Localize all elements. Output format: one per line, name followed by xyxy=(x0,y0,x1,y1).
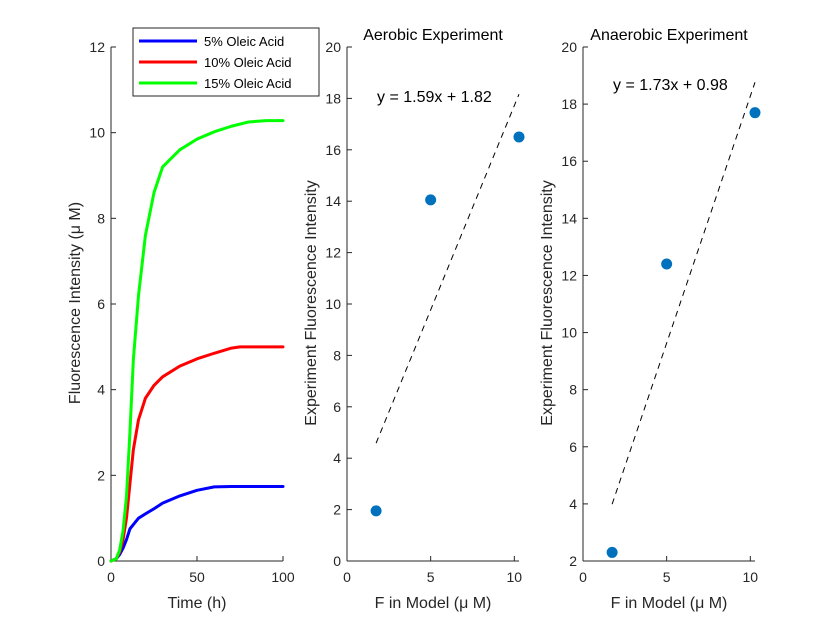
anaerobic-title: Anaerobic Experiment xyxy=(590,27,748,44)
aerobic-y-tick-label: 14 xyxy=(325,193,341,209)
time-course-xlabel: Time (h) xyxy=(168,595,227,612)
anaerobic-fit-equation: y = 1.73x + 0.98 xyxy=(613,77,728,94)
aerobic-scatter-chart: Aerobic Experiment F in Model (μ M) Expe… xyxy=(303,27,525,612)
anaerobic-data-point xyxy=(661,258,673,270)
aerobic-y-tick-label: 8 xyxy=(333,347,341,363)
anaerobic-scatter-chart: Anaerobic Experiment F in Model (μ M) Ex… xyxy=(539,27,761,612)
anaerobic-y-tick-label: 6 xyxy=(569,439,577,455)
aerobic-xlabel: F in Model (μ M) xyxy=(375,595,492,612)
aerobic-y-tick-label: 4 xyxy=(333,450,341,466)
time-course-series-line-1 xyxy=(109,484,285,563)
time-course-y-tick-label: 0 xyxy=(97,553,105,569)
time-course-ylabel: Fluorescence Intensity (μ M) xyxy=(67,202,84,404)
time-course-y-tick-label: 2 xyxy=(97,467,105,483)
aerobic-x-tick-label: 0 xyxy=(343,569,351,585)
anaerobic-x-tick-label: 0 xyxy=(579,569,587,585)
anaerobic-ylabel: Experiment Fluorescence Intensity xyxy=(539,180,556,425)
anaerobic-y-tick-label: 10 xyxy=(561,325,577,341)
anaerobic-fit-line xyxy=(611,82,756,505)
aerobic-title: Aerobic Experiment xyxy=(363,27,503,44)
aerobic-data-point xyxy=(513,131,525,143)
anaerobic-y-tick-label: 4 xyxy=(569,496,577,512)
aerobic-y-tick-label: 2 xyxy=(333,502,341,518)
time-course-series-line-3 xyxy=(109,119,285,563)
aerobic-y-tick-label: 0 xyxy=(333,553,341,569)
anaerobic-y-tick-label: 20 xyxy=(561,39,577,55)
time-course-series-line-2 xyxy=(109,345,285,563)
anaerobic-data-point xyxy=(606,546,618,558)
aerobic-fit-equation: y = 1.59x + 1.82 xyxy=(377,89,492,106)
anaerobic-y-tick-label: 14 xyxy=(561,210,577,226)
anaerobic-y-tick-label: 16 xyxy=(561,153,577,169)
anaerobic-x-tick-label: 5 xyxy=(663,569,671,585)
time-course-chart: Time (h) Fluorescence Intensity (μ M) 0 5… xyxy=(67,27,320,612)
time-course-y-tick-label: 6 xyxy=(97,296,105,312)
time-course-y-tick-label: 8 xyxy=(97,210,105,226)
anaerobic-data-point xyxy=(749,107,761,119)
aerobic-fit-line xyxy=(375,93,520,444)
time-course-y-tick-label: 10 xyxy=(89,125,105,141)
anaerobic-x-tick-label: 10 xyxy=(743,569,759,585)
aerobic-y-tick-label: 18 xyxy=(325,90,341,106)
anaerobic-y-tick-label: 12 xyxy=(561,267,577,283)
aerobic-y-tick-label: 12 xyxy=(325,245,341,261)
aerobic-x-tick-label: 5 xyxy=(427,569,435,585)
time-course-x-tick-label: 50 xyxy=(189,569,205,585)
aerobic-data-point xyxy=(370,505,382,517)
aerobic-y-tick-label: 6 xyxy=(333,399,341,415)
aerobic-y-tick-label: 10 xyxy=(325,296,341,312)
time-course-y-tick-label: 4 xyxy=(97,382,105,398)
legend-entry-1: 5% Oleic Acid xyxy=(204,34,284,49)
aerobic-data-point xyxy=(425,194,437,206)
aerobic-ylabel: Experiment Fluorescence Intensity xyxy=(303,180,320,425)
anaerobic-xlabel: F in Model (μ M) xyxy=(611,595,728,612)
time-course-x-tick-label: 0 xyxy=(107,569,115,585)
time-course-x-tick-label: 100 xyxy=(271,569,295,585)
anaerobic-y-tick-label: 2 xyxy=(569,553,577,569)
aerobic-x-tick-label: 10 xyxy=(507,569,523,585)
legend-entry-2: 10% Oleic Acid xyxy=(204,55,291,70)
time-course-y-tick-label: 12 xyxy=(89,39,105,55)
aerobic-y-tick-label: 16 xyxy=(325,142,341,158)
anaerobic-y-tick-label: 18 xyxy=(561,96,577,112)
legend-entry-3: 15% Oleic Acid xyxy=(204,76,291,91)
aerobic-y-tick-label: 20 xyxy=(325,39,341,55)
anaerobic-y-tick-label: 8 xyxy=(569,382,577,398)
